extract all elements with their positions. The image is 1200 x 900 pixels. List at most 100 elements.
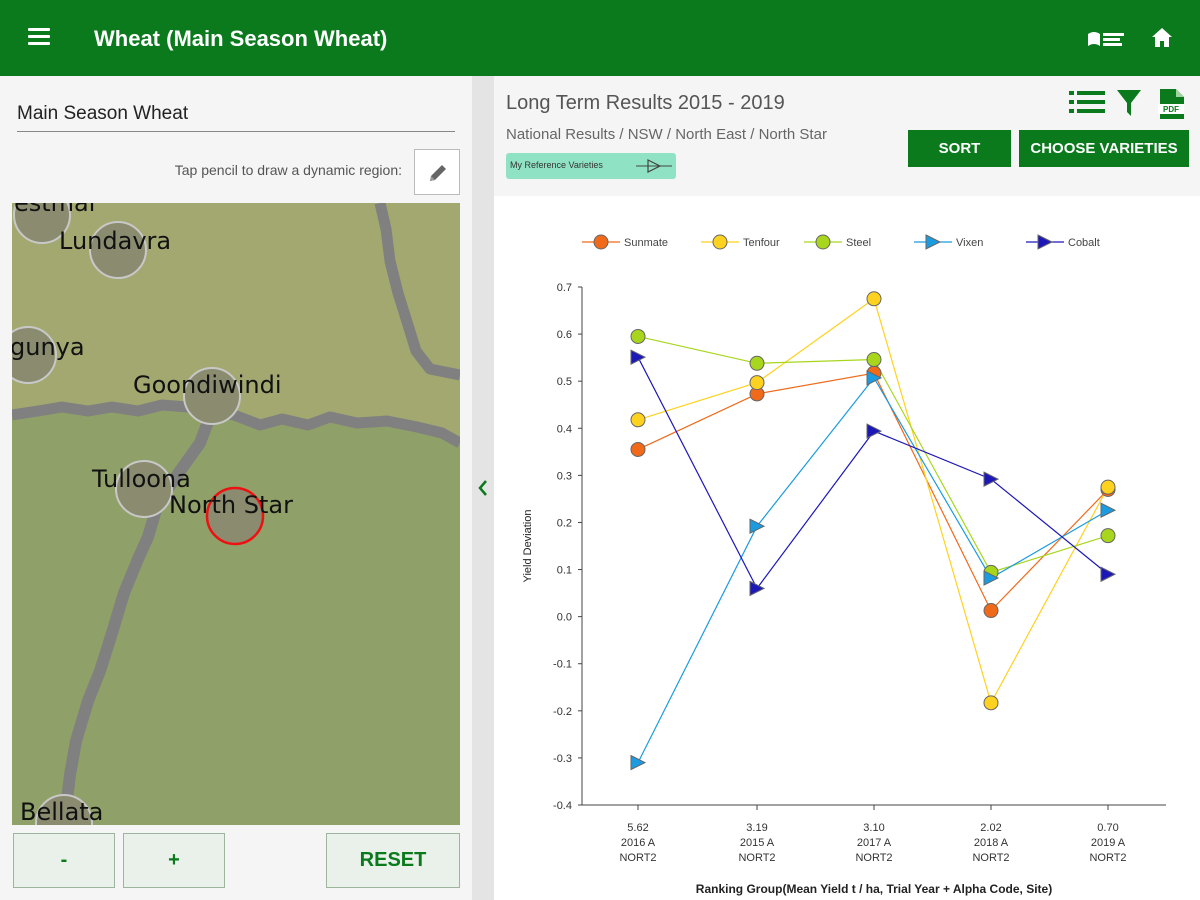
map-label-north-star: North Star xyxy=(169,491,293,519)
data-point-sunmate xyxy=(983,603,999,619)
selected-site-marker[interactable] xyxy=(205,486,265,546)
y-tick-label: 0.0 xyxy=(557,612,572,624)
results-header: Long Term Results 2015 - 2019 National R… xyxy=(494,76,1200,196)
legend-marker-tenfour xyxy=(712,234,728,250)
data-point-cobalt xyxy=(749,580,766,597)
y-tick-label: 0.2 xyxy=(557,517,572,529)
x-tick-label: 2019 A xyxy=(1091,837,1126,849)
pencil-icon xyxy=(430,165,446,181)
y-tick-label: 0.7 xyxy=(557,282,572,294)
data-point-vixen xyxy=(983,570,1000,586)
x-tick-label: NORT2 xyxy=(972,852,1009,864)
x-tick-label: NORT2 xyxy=(855,852,892,864)
data-point-vixen xyxy=(630,754,647,771)
map-label-tulloona: Tulloona xyxy=(92,465,191,493)
data-point-tenfour xyxy=(1100,479,1116,495)
map-label-goondiwindi: Goondiwindi xyxy=(133,371,282,399)
y-tick-label: 0.1 xyxy=(557,565,572,577)
home-icon[interactable] xyxy=(1150,26,1174,50)
legend-label-vixen: Vixen xyxy=(956,237,983,249)
panel-divider[interactable] xyxy=(472,76,494,900)
map-label-lundavra: Lundavra xyxy=(59,227,172,255)
app-bar: Wheat (Main Season Wheat) xyxy=(0,0,1200,76)
menu-icon[interactable] xyxy=(28,24,58,50)
data-point-cobalt xyxy=(1100,566,1117,583)
data-point-vixen xyxy=(866,370,883,386)
data-point-tenfour xyxy=(749,375,765,391)
data-point-steel xyxy=(630,328,646,344)
x-tick-label: 2015 A xyxy=(740,837,775,849)
map-label-gunya: gunya xyxy=(12,333,85,361)
zoom-in-button[interactable]: + xyxy=(123,833,225,888)
x-tick-label: 2.02 xyxy=(980,822,1001,834)
y-tick-label: -0.2 xyxy=(553,706,572,718)
map-label-bellata: Bellata xyxy=(20,798,104,825)
data-point-vixen xyxy=(1100,502,1117,519)
legend-marker-sunmate xyxy=(593,234,609,250)
list-icon[interactable] xyxy=(1068,88,1106,116)
grdc-logo-icon xyxy=(1088,32,1124,46)
x-tick-label: 3.10 xyxy=(863,822,884,834)
x-tick-label: NORT2 xyxy=(738,852,775,864)
choose-varieties-button[interactable]: CHOOSE VARIETIES xyxy=(1019,130,1189,167)
x-tick-label: 2017 A xyxy=(857,837,892,849)
sort-button[interactable]: SORT xyxy=(908,130,1011,167)
region-panel: Tap pencil to draw a dynamic region: est… xyxy=(0,76,472,900)
legend-marker-steel xyxy=(815,234,831,250)
x-tick-label: 3.19 xyxy=(746,822,767,834)
breadcrumb: National Results / NSW / North East / No… xyxy=(506,126,827,143)
legend-label-steel: Steel xyxy=(846,237,871,249)
x-tick-label: 2018 A xyxy=(974,837,1009,849)
legend-marker-vixen xyxy=(925,234,942,250)
x-tick-label: NORT2 xyxy=(1089,852,1126,864)
legend-label-cobalt: Cobalt xyxy=(1068,237,1100,249)
data-point-tenfour xyxy=(866,291,882,307)
data-point-steel xyxy=(749,355,765,371)
x-tick-label: NORT2 xyxy=(619,852,656,864)
svg-text:PDF: PDF xyxy=(1163,105,1179,114)
reset-button[interactable]: RESET xyxy=(326,833,460,888)
reference-varieties-chip[interactable]: My Reference Varieties xyxy=(506,153,676,179)
filter-icon[interactable] xyxy=(1116,88,1142,118)
y-tick-label: 0.5 xyxy=(557,376,572,388)
draw-region-button[interactable] xyxy=(414,149,460,195)
map-canvas[interactable] xyxy=(12,203,460,825)
results-panel: Long Term Results 2015 - 2019 National R… xyxy=(494,76,1200,900)
data-point-cobalt xyxy=(866,423,883,439)
app-title: Wheat (Main Season Wheat) xyxy=(94,26,388,51)
data-point-steel xyxy=(1100,528,1116,544)
region-input[interactable] xyxy=(17,100,455,132)
data-point-tenfour xyxy=(630,412,646,428)
legend-label-sunmate: Sunmate xyxy=(624,237,668,249)
y-axis-label: Yield Deviation xyxy=(522,510,534,583)
data-point-tenfour xyxy=(983,695,999,711)
x-tick-label: 0.70 xyxy=(1097,822,1118,834)
zoom-out-button[interactable]: - xyxy=(13,833,115,888)
y-tick-label: -0.1 xyxy=(553,659,572,671)
data-point-vixen xyxy=(749,518,766,535)
region-map[interactable]: estmar Lundavra gunya Goondiwindi Tulloo… xyxy=(12,203,460,825)
pdf-icon[interactable]: PDF xyxy=(1156,88,1186,120)
map-label-estmar: estmar xyxy=(14,203,99,217)
yield-deviation-chart: 0.7 0.6 0.5 0.4 0.3 0.2 0.1 0.0 -0.1 -0.2 -0.3 -0.4… xyxy=(522,234,1166,896)
y-tick-label: 0.3 xyxy=(557,470,572,482)
data-point-steel xyxy=(866,352,882,368)
results-title: Long Term Results 2015 - 2019 xyxy=(506,92,785,114)
pencil-hint: Tap pencil to draw a dynamic region: xyxy=(174,162,402,178)
y-tick-label: -0.3 xyxy=(553,753,572,765)
series-line-sunmate xyxy=(637,372,1109,612)
chevron-left-icon[interactable] xyxy=(476,478,490,498)
y-tick-label: -0.4 xyxy=(553,800,572,812)
reference-varieties-label: My Reference Varieties xyxy=(510,160,603,170)
data-point-sunmate xyxy=(630,441,646,457)
x-tick-label: 5.62 xyxy=(627,822,648,834)
y-tick-label: 0.6 xyxy=(557,329,572,341)
x-tick-label: 2016 A xyxy=(621,837,656,849)
data-point-cobalt xyxy=(630,349,647,365)
legend-label-tenfour: Tenfour xyxy=(743,237,780,249)
y-tick-label: 0.4 xyxy=(557,423,572,435)
legend-marker-cobalt xyxy=(1037,234,1054,250)
series-line-cobalt xyxy=(637,356,1109,590)
reference-legend-icon xyxy=(636,159,672,173)
x-axis-label: Ranking Group(Mean Yield t / ha, Trial Y… xyxy=(696,882,1052,896)
